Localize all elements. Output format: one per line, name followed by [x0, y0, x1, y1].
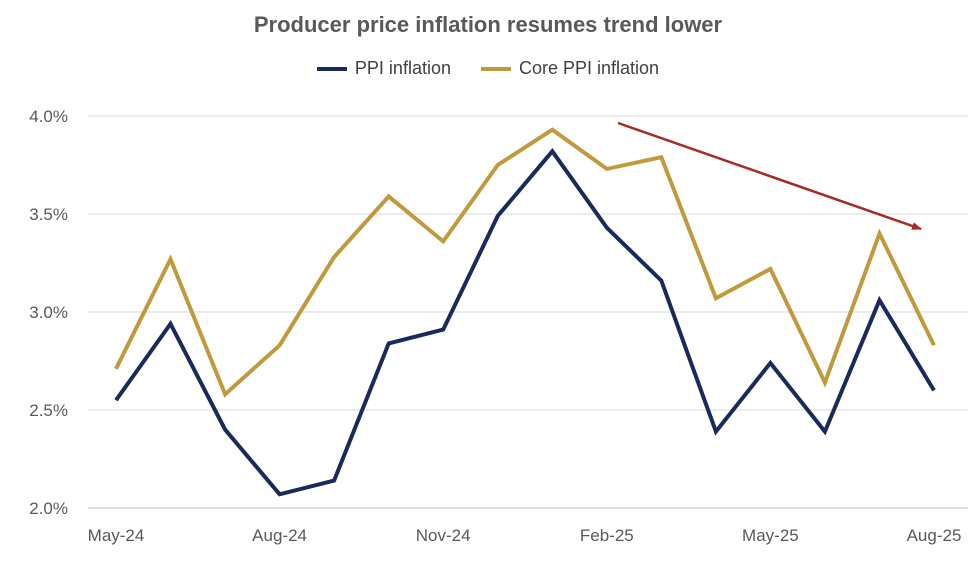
x-tick-label: Feb-25: [580, 526, 634, 545]
y-tick-label: 2.5%: [29, 401, 68, 420]
legend-swatch-ppi: [316, 66, 347, 71]
series-line-core-ppi: [114, 127, 936, 398]
series-line-ppi: [114, 148, 936, 497]
trend-arrow: [617, 121, 922, 231]
chart-title: Producer price inflation resumes trend l…: [253, 12, 723, 37]
legend-item-core-ppi: Core PPI inflation: [480, 58, 660, 79]
legend: PPI inflation Core PPI inflation: [0, 58, 976, 79]
x-tick-label: Nov-24: [416, 526, 471, 545]
x-tick-label: Aug-24: [252, 526, 307, 545]
x-tick-label: May-25: [742, 526, 799, 545]
series-lines: [114, 127, 936, 497]
y-axis-labels: 2.0% 2.5% 3.0% 3.5% 4.0%: [29, 107, 68, 518]
x-tick-label: Aug-25: [907, 526, 962, 545]
y-tick-label: 4.0%: [29, 107, 68, 126]
legend-swatch-core-ppi: [480, 66, 511, 71]
y-tick-label: 3.5%: [29, 205, 68, 224]
y-tick-label: 3.0%: [29, 303, 68, 322]
x-axis-labels: May-24 Aug-24 Nov-24 Feb-25 May-25 Aug-25: [88, 526, 962, 545]
legend-item-ppi: PPI inflation: [316, 58, 451, 79]
y-tick-label: 2.0%: [29, 499, 68, 518]
x-tick-label: May-24: [88, 526, 145, 545]
legend-label-ppi: PPI inflation: [354, 58, 451, 78]
annotations: [617, 121, 922, 231]
legend-label-core-ppi: Core PPI inflation: [518, 58, 660, 78]
gridlines: [88, 115, 968, 509]
